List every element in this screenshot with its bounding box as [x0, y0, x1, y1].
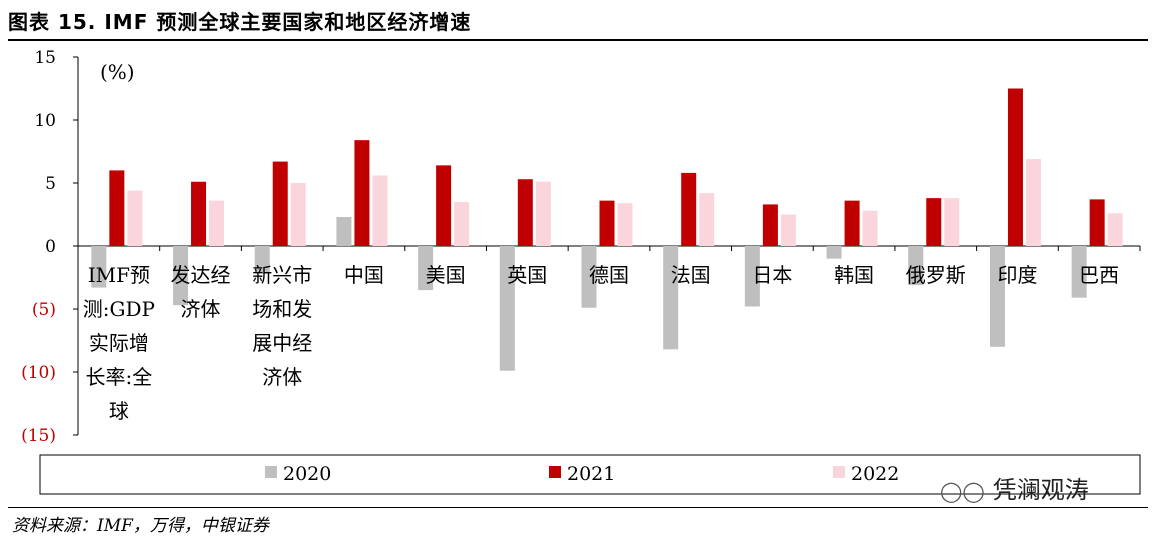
x-category-label: 发达经 [171, 263, 231, 287]
chart-title: 图表 15. IMF 预测全球主要国家和地区经济增速 [8, 10, 472, 34]
x-category-label: 中国 [344, 263, 384, 287]
x-category-label: 济体 [181, 297, 221, 321]
bar-2020 [91, 246, 107, 288]
bar-2021 [517, 179, 533, 246]
bar-2022 [290, 183, 306, 246]
bar-2021 [1007, 88, 1023, 246]
x-category-label: 韩国 [834, 263, 874, 287]
bar-2020 [254, 246, 270, 274]
bar-2021 [1089, 199, 1105, 246]
y-tick-label: 0 [45, 237, 56, 257]
x-category-label: 法国 [671, 263, 711, 287]
x-category-label: 英国 [507, 263, 547, 287]
legend-label-2020: 2020 [283, 463, 331, 485]
watermark: ◯◯ 凭澜观涛 [940, 470, 1089, 505]
x-category-label: 俄罗斯 [906, 263, 966, 287]
bar-2022 [617, 203, 633, 246]
bar-2022 [454, 201, 470, 246]
x-category-label: 实际增 [89, 331, 149, 355]
y-tick-label: (5) [32, 300, 56, 320]
bar-2020 [173, 246, 189, 306]
bar-2020 [581, 246, 597, 308]
bar-2021 [762, 204, 778, 246]
legend-swatch-2021 [549, 466, 561, 478]
legend-box [39, 454, 1141, 495]
bar-2021 [109, 170, 125, 246]
x-category-label: IMF预 [88, 263, 150, 287]
bar-2022 [372, 175, 388, 246]
wechat-icon: ◯◯ [940, 479, 985, 503]
x-category-label: 印度 [997, 263, 1037, 287]
legend-label-2022: 2022 [851, 463, 899, 485]
bar-2020 [908, 246, 924, 286]
y-tick-label: (15) [21, 426, 56, 446]
x-category-label: 测:GDP [83, 297, 155, 321]
bar-2020 [989, 246, 1005, 347]
x-category-label: 展中经 [252, 331, 312, 355]
title-divider [8, 39, 1148, 41]
bar-2022 [1107, 213, 1123, 246]
legend-swatch-2020 [265, 466, 277, 478]
bar-2020 [336, 217, 352, 246]
bar-2021 [681, 172, 697, 246]
watermark-text: 凭澜观涛 [992, 476, 1089, 504]
bar-2020 [826, 246, 842, 259]
footer-divider [8, 507, 1148, 508]
x-category-label: 美国 [426, 263, 466, 287]
x-category-label: 巴西 [1079, 263, 1119, 287]
bar-2022 [780, 214, 796, 246]
bar-2022 [944, 198, 960, 246]
bar-2020 [499, 246, 515, 371]
y-tick-label: (10) [21, 363, 56, 383]
y-tick-label: 15 [34, 48, 56, 68]
y-tick-label: 10 [34, 111, 56, 131]
bar-2022 [1025, 159, 1041, 246]
bar-2022 [209, 200, 225, 246]
bar-2021 [599, 200, 615, 246]
bar-2021 [844, 200, 860, 246]
bar-2022 [127, 190, 143, 246]
legend-label-2021: 2021 [567, 463, 615, 485]
legend-swatch-2022 [833, 466, 845, 478]
x-category-label: 长率:全 [85, 365, 152, 389]
bar-2022 [535, 181, 551, 246]
x-category-label: 济体 [262, 365, 302, 389]
bar-2021 [191, 181, 207, 246]
x-category-label: 新兴市 [252, 263, 312, 287]
bar-2022 [699, 193, 715, 246]
source-note: 资料来源：IMF，万得，中银证券 [12, 516, 269, 536]
y-unit-label: (%) [100, 60, 135, 84]
bar-2021 [436, 165, 452, 246]
bar-2021 [926, 198, 942, 246]
bar-2020 [663, 246, 679, 350]
x-category-label: 日本 [752, 263, 792, 287]
bar-2021 [272, 161, 288, 246]
bar-2020 [744, 246, 760, 307]
bar-2020 [1071, 246, 1087, 298]
bar-2022 [862, 210, 878, 246]
y-tick-label: 5 [45, 174, 56, 194]
x-category-label: 场和发 [252, 297, 312, 321]
x-category-label: 德国 [589, 263, 629, 287]
bar-2020 [418, 246, 434, 291]
x-category-label: 球 [109, 399, 129, 423]
bar-2021 [354, 140, 370, 246]
